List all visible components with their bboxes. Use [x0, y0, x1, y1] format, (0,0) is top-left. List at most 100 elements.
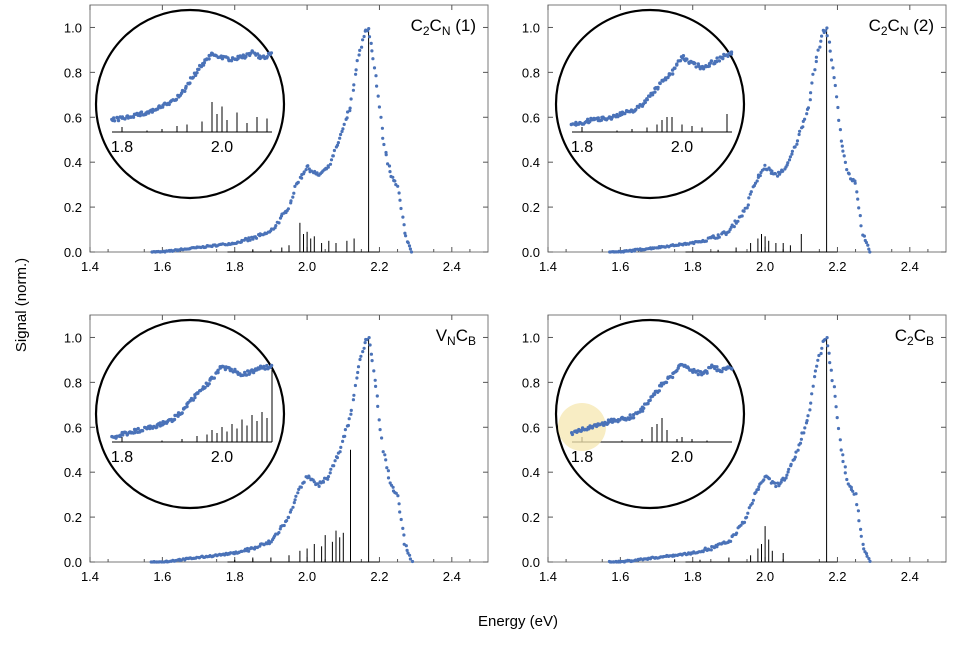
- data-point: [864, 552, 869, 556]
- panel-c2cb: 1.4 1.6 1.8 2.0 2.2 2.40.00.20.40.60.81.0 C2CB…: [522, 314, 947, 584]
- data-point: [349, 412, 353, 416]
- data-point: [825, 34, 829, 38]
- data-point: [365, 338, 369, 342]
- inset-data-point: [664, 380, 669, 385]
- panel-label-mid: C: [914, 326, 926, 345]
- inset-data-point: [241, 373, 245, 377]
- inset-data-point: [714, 59, 719, 64]
- data-point: [814, 55, 819, 59]
- data-point: [338, 136, 342, 140]
- data-point: [758, 174, 762, 178]
- data-point: [747, 506, 751, 510]
- data-point: [333, 459, 337, 463]
- data-point: [402, 533, 406, 537]
- x-tick-label: 2.0: [298, 259, 316, 274]
- data-point: [803, 117, 807, 121]
- x-tick-label: 2.0: [756, 569, 774, 584]
- x-tick-label: 1.4: [81, 259, 99, 274]
- panel-c2cn-1: 1.4 1.6 1.8 2.0 2.2 2.40.00.20.40.60.81.0 C2CN…: [64, 4, 489, 274]
- data-point: [732, 533, 736, 537]
- y-tick-label: 0.6: [522, 420, 540, 435]
- inset-data-point: [197, 67, 201, 72]
- inset-data-point: [112, 116, 116, 120]
- inset-data-point: [656, 85, 660, 90]
- data-point: [866, 243, 870, 247]
- data-point: [293, 184, 297, 188]
- inset-circle: [94, 8, 286, 200]
- data-point: [312, 480, 316, 484]
- data-point: [341, 439, 345, 443]
- inset-calculated-lines: [621, 418, 708, 442]
- data-point: [347, 417, 351, 421]
- inset-x-tick-label: 1.8: [571, 449, 593, 466]
- data-point: [717, 235, 721, 239]
- data-point: [362, 346, 366, 350]
- data-point: [349, 97, 353, 101]
- data-point: [289, 508, 293, 512]
- inset-data-point: [269, 363, 274, 368]
- data-point: [328, 471, 332, 475]
- panel-label-sub1: 2: [881, 24, 888, 38]
- data-point: [346, 423, 350, 428]
- inset-data-point: [726, 54, 730, 58]
- data-point: [391, 175, 395, 179]
- data-point: [742, 520, 747, 525]
- calculated-lines: [227, 337, 380, 563]
- data-point: [810, 392, 814, 396]
- inset-data-point: [586, 117, 590, 122]
- inset-calculated-lines: [146, 102, 268, 132]
- inset-data-point: [227, 58, 231, 63]
- data-point: [809, 91, 813, 95]
- data-point: [842, 154, 846, 158]
- data-point: [858, 214, 862, 218]
- data-point: [816, 48, 820, 52]
- inset-data-point: [236, 56, 240, 61]
- data-point: [248, 238, 252, 242]
- y-tick-label: 0.4: [522, 465, 540, 480]
- data-point: [813, 68, 817, 72]
- inset-x-tick-label: 2.0: [671, 139, 693, 156]
- data-point: [856, 509, 861, 513]
- y-tick-label: 0.0: [64, 555, 82, 570]
- panel-label-sub1: 2: [907, 334, 914, 348]
- inset-data-point: [207, 57, 211, 61]
- panel-label-mid: C: [456, 326, 468, 345]
- x-tick-label: 1.6: [153, 569, 171, 584]
- data-point: [742, 209, 746, 213]
- data-point: [352, 393, 356, 397]
- data-point: [862, 547, 866, 551]
- inset-data-point: [112, 119, 117, 123]
- data-point: [767, 477, 772, 481]
- inset-data-point: [246, 369, 250, 373]
- data-point: [398, 198, 402, 202]
- inset-data-point: [193, 395, 197, 400]
- calculated-lines: [227, 27, 380, 253]
- data-point: [817, 353, 821, 358]
- inset-data-point: [715, 56, 719, 60]
- data-point: [387, 164, 392, 168]
- data-point: [370, 49, 374, 53]
- calculated-lines: [674, 337, 838, 563]
- data-point: [343, 434, 347, 438]
- data-point: [376, 94, 380, 98]
- data-point: [370, 359, 374, 363]
- inset-zoom: 1.8 2.0: [554, 8, 746, 200]
- inset-data-point: [602, 423, 606, 427]
- data-point: [386, 476, 391, 480]
- data-point: [286, 515, 291, 520]
- inset-data-point: [116, 118, 121, 123]
- data-point: [306, 164, 310, 168]
- data-point: [867, 247, 871, 251]
- inset-data-point: [140, 429, 145, 433]
- data-point: [805, 419, 809, 423]
- inset-data-point: [640, 409, 645, 413]
- panel-vncb: 1.4 1.6 1.8 2.0 2.2 2.4 0.0 0.2 0.4 0.6 0.8 1.0 VNCB…: [64, 314, 489, 584]
- y-axis-title: Signal (norm.): [13, 258, 30, 352]
- inset-data-point: [250, 368, 254, 372]
- inset-measured-points: [110, 363, 274, 440]
- y-tick-label: 0.0: [64, 245, 82, 260]
- data-point: [396, 184, 400, 188]
- data-point: [328, 162, 333, 166]
- data-point: [838, 128, 843, 132]
- data-point: [837, 118, 841, 122]
